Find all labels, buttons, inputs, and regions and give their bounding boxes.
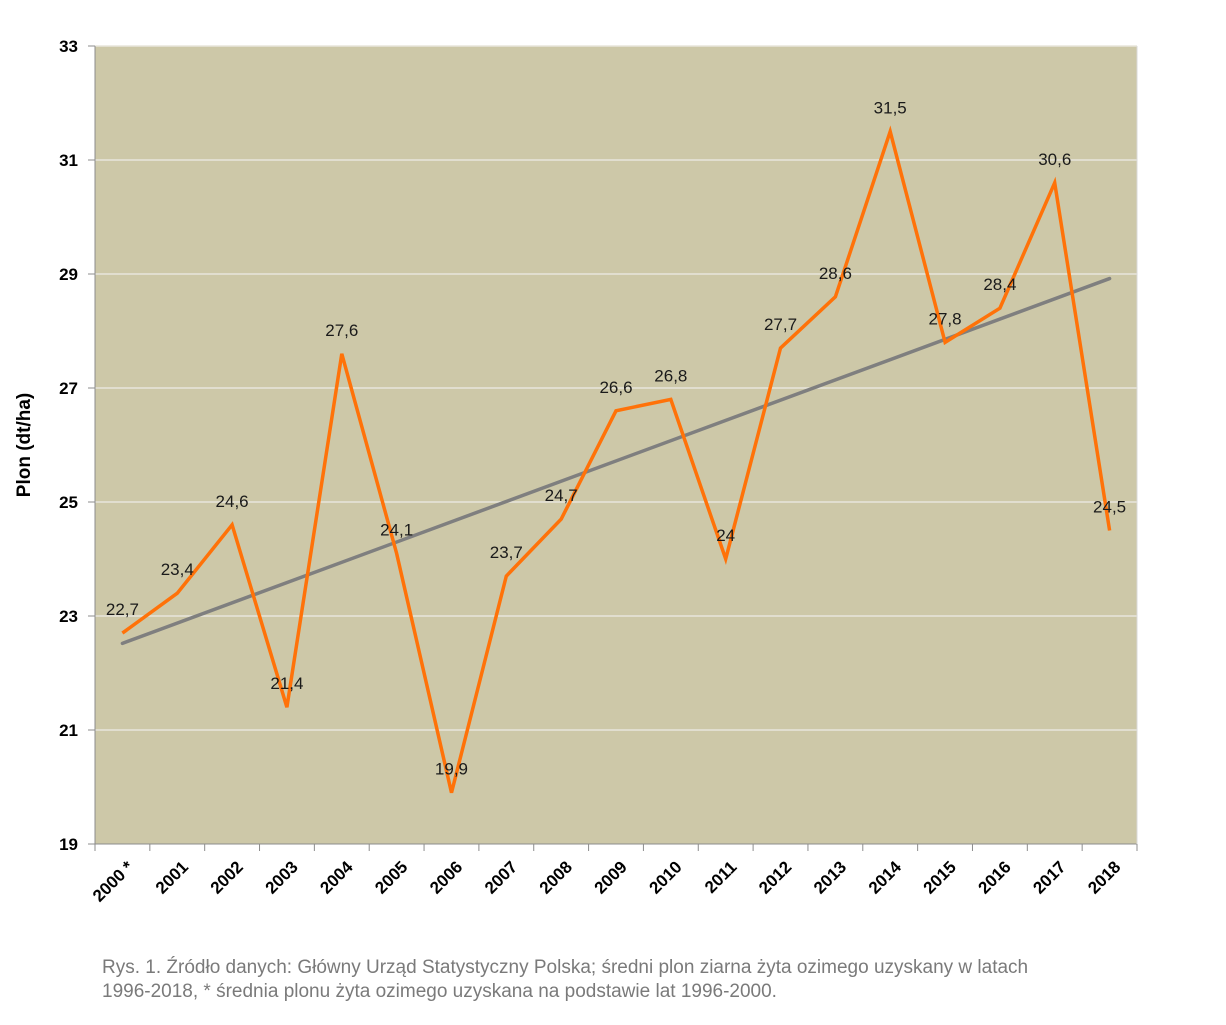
data-label-2006: 19,9 xyxy=(435,760,468,779)
gridlines xyxy=(95,45,1137,731)
x-tick-label-2005: 2005 xyxy=(371,857,411,897)
data-label-2014: 31,5 xyxy=(874,99,907,118)
y-tick-label-19: 19 xyxy=(59,835,78,854)
x-tick-label-2002: 2002 xyxy=(207,857,247,897)
x-tick-label-2004: 2004 xyxy=(316,857,357,898)
x-tick-label-2000: 2000 * xyxy=(89,857,137,905)
y-tick-label-31: 31 xyxy=(59,151,78,170)
data-label-2007: 23,7 xyxy=(490,543,523,562)
plot-area xyxy=(95,46,1137,844)
x-tick-label-2003: 2003 xyxy=(262,857,302,897)
y-axis-ticks: 19 21 23 25 27 29 31 33 xyxy=(59,37,95,854)
x-tick-label-2001: 2001 xyxy=(152,857,192,897)
data-label-2003: 21,4 xyxy=(270,674,303,693)
x-tick-label-2017: 2017 xyxy=(1029,857,1069,897)
x-tick-label-2016: 2016 xyxy=(975,857,1015,897)
data-label-2012: 27,7 xyxy=(764,315,797,334)
data-label-2010: 26,8 xyxy=(654,366,687,385)
data-label-2005: 24,1 xyxy=(380,520,413,539)
caption-line-2: 1996-2018, * średnia plonu żyta ozimego … xyxy=(102,981,777,1002)
axes xyxy=(94,46,1138,845)
x-tick-label-2014: 2014 xyxy=(865,857,906,898)
y-tick-label-33: 33 xyxy=(59,37,78,56)
y-tick-label-29: 29 xyxy=(59,265,78,284)
y-tick-label-21: 21 xyxy=(59,721,78,740)
caption-line-1: Rys. 1. Źródło danych: Główny Urząd Stat… xyxy=(102,957,1029,978)
data-label-2013: 28,6 xyxy=(819,264,852,283)
data-labels: 22,7 23,4 24,6 21,4 27,6 24,1 19,9 23,7 24,7 26,6… xyxy=(106,99,1126,779)
x-tick-label-2007: 2007 xyxy=(481,857,521,897)
y-tick-label-27: 27 xyxy=(59,379,78,398)
x-tick-label-2012: 2012 xyxy=(755,857,795,897)
x-tick-label-2011: 2011 xyxy=(701,857,741,897)
x-tick-label-2013: 2013 xyxy=(810,857,850,897)
x-tick-label-2008: 2008 xyxy=(536,857,576,897)
x-tick-label-2018: 2018 xyxy=(1084,857,1124,897)
data-label-2004: 27,6 xyxy=(325,321,358,340)
data-label-2016: 28,4 xyxy=(983,275,1016,294)
x-tick-label-2010: 2010 xyxy=(645,857,685,897)
data-label-2018: 24,5 xyxy=(1093,498,1126,517)
data-label-2011: 24 xyxy=(716,526,735,545)
data-label-2001: 23,4 xyxy=(161,560,194,579)
data-label-2000: 22,7 xyxy=(106,600,139,619)
data-label-2017: 30,6 xyxy=(1038,150,1071,169)
y-tick-label-25: 25 xyxy=(59,493,78,512)
x-tick-label-2009: 2009 xyxy=(591,857,631,897)
data-label-2015: 27,8 xyxy=(929,309,962,328)
x-axis-ticks: 2000 * 2001 2002 2003 2004 2005 2006 2007 2008 20… xyxy=(89,844,1138,906)
y-tick-label-23: 23 xyxy=(59,607,78,626)
figure-caption: Rys. 1. Źródło danych: Główny Urząd Stat… xyxy=(102,956,1162,1004)
data-label-2008: 24,7 xyxy=(545,486,578,505)
data-label-2009: 26,6 xyxy=(599,378,632,397)
x-tick-label-2006: 2006 xyxy=(426,857,466,897)
series-line xyxy=(121,125,1112,794)
data-label-2002: 24,6 xyxy=(216,492,249,511)
y-axis-title: Plon (dt/ha) xyxy=(14,393,35,497)
x-tick-label-2015: 2015 xyxy=(920,857,960,897)
